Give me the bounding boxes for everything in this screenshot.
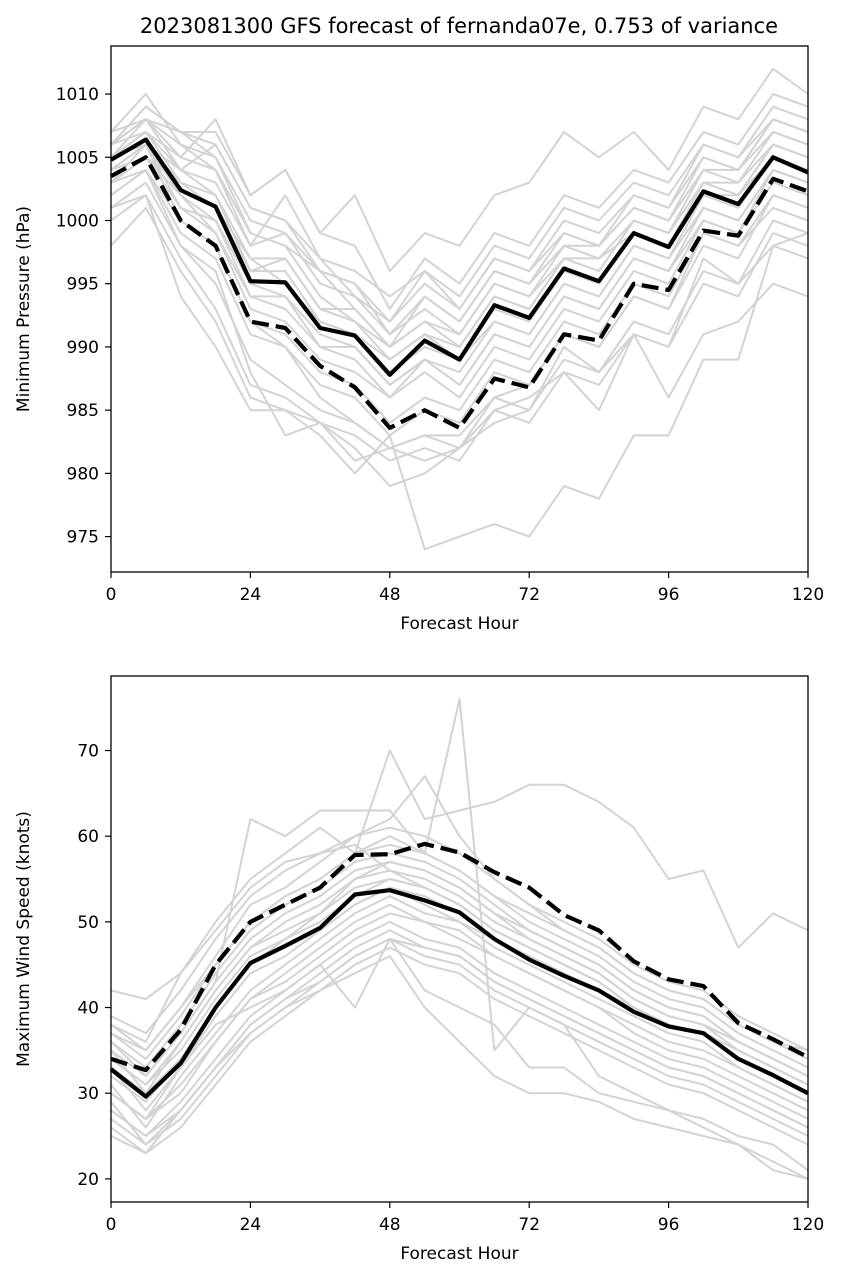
pressure-y-axis-label: Minimum Pressure (hPa): [14, 206, 34, 412]
pressure-x-tick-label: 24: [240, 585, 262, 605]
pressure-ensemble-member-17: [110, 131, 809, 348]
wind-ensemble-member-14: [110, 946, 809, 1155]
pressure-x-tick-label: 0: [106, 585, 117, 605]
pressure-y-tick-label: 980: [67, 464, 99, 484]
wind-mean-lines: [109, 841, 809, 1099]
wind-y-ticks: 20 30 40 50 60 70: [77, 742, 111, 1190]
pressure-y-tick-label: 985: [67, 401, 99, 421]
wind-x-tick-label: 0: [106, 1215, 117, 1235]
pressure-y-tick-label: 975: [67, 528, 99, 548]
pressure-y-tick-label: 995: [67, 275, 99, 295]
pressure-ensemble-member-14: [110, 118, 809, 348]
pressure-plot-frame: [110, 45, 809, 573]
pressure-x-tick-label: 72: [518, 585, 540, 605]
pressure-ensemble-member-13: [110, 194, 809, 462]
wind-dashed-mean-line: [110, 841, 809, 1073]
wind-ensemble-member-22: [110, 938, 809, 1180]
pressure-ensemble-lines: [110, 67, 809, 551]
pressure-dashed-mean-line: [109, 155, 809, 430]
pressure-ensemble-member-18: [110, 143, 809, 399]
wind-plot-frame: [110, 675, 809, 1203]
pressure-y-tick-label: 1000: [56, 211, 99, 231]
pressure-ensemble-member-11: [110, 156, 809, 399]
pressure-ensemble-member-24: [110, 67, 809, 273]
pressure-y-tick-label: 1010: [56, 85, 99, 105]
pressure-ensemble-member-21: [110, 194, 809, 551]
wind-ensemble-member-9: [110, 938, 809, 1146]
pressure-panel: 0 24 48 72 96 120 975 980 985 990 995 1000 1005 1010…: [14, 45, 824, 634]
pressure-x-tick-label: 48: [379, 585, 401, 605]
pressure-ensemble-member-22: [110, 168, 809, 462]
wind-x-tick-label: 72: [518, 1215, 540, 1235]
wind-ensemble-member-23: [110, 775, 809, 1052]
wind-solid-mean-line: [109, 888, 809, 1099]
wind-y-axis-label: Maximum Wind Speed (knots): [14, 811, 34, 1067]
wind-x-tick-label: 24: [240, 1215, 262, 1235]
pressure-ensemble-member-19: [110, 118, 809, 323]
wind-y-tick-label: 50: [77, 913, 99, 933]
pressure-ensemble-member-6: [110, 168, 809, 437]
wind-ensemble-member-17: [110, 912, 809, 1120]
wind-x-ticks: 0 24 48 72 96 120: [106, 1202, 824, 1235]
pressure-mean-lines: [109, 137, 809, 430]
wind-y-tick-label: 20: [77, 1170, 99, 1190]
wind-ensemble-lines: [110, 698, 809, 1180]
wind-x-tick-label: 120: [792, 1215, 824, 1235]
wind-x-axis-label: Forecast Hour: [400, 1244, 518, 1264]
wind-ensemble-member-21: [110, 749, 809, 1043]
wind-y-tick-label: 40: [77, 999, 99, 1019]
wind-y-tick-label: 60: [77, 827, 99, 847]
wind-ensemble-member-19: [110, 869, 809, 1086]
pressure-solid-mean-line: [109, 137, 809, 377]
pressure-ensemble-member-4: [110, 156, 809, 386]
pressure-y-tick-label: 1005: [56, 148, 99, 168]
wind-ensemble-member-18: [110, 938, 809, 1137]
wind-ensemble-member-13: [110, 860, 809, 1078]
pressure-ensemble-member-12: [110, 143, 809, 336]
wind-x-tick-label: 96: [658, 1215, 680, 1235]
wind-x-tick-label: 48: [379, 1215, 401, 1235]
pressure-x-ticks: 0 24 48 72 96 120: [106, 572, 824, 605]
pressure-x-tick-label: 120: [792, 585, 824, 605]
pressure-y-tick-label: 990: [67, 338, 99, 358]
pressure-x-tick-label: 96: [658, 585, 680, 605]
wind-ensemble-member-5: [110, 920, 809, 1137]
pressure-x-axis-label: Forecast Hour: [400, 614, 518, 634]
wind-ensemble-member-24: [110, 955, 809, 1180]
pressure-ensemble-member-9: [110, 118, 809, 298]
wind-y-tick-label: 30: [77, 1084, 99, 1104]
pressure-y-ticks: 975 980 985 990 995 1000 1005 1010: [56, 85, 111, 548]
wind-y-tick-label: 70: [77, 742, 99, 762]
pressure-ensemble-member-5: [110, 93, 809, 310]
chart-title: 2023081300 GFS forecast of fernanda07e, …: [140, 14, 778, 38]
wind-ensemble-member-20: [110, 698, 809, 1172]
